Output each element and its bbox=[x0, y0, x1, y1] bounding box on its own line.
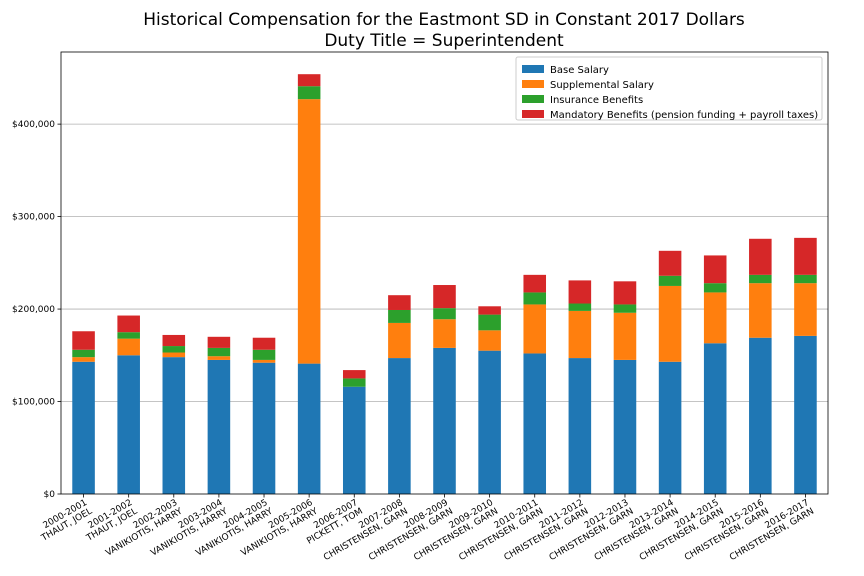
bar-segment bbox=[433, 285, 456, 309]
bar-segment bbox=[478, 330, 501, 351]
bar-segment bbox=[207, 359, 231, 494]
bar-segment bbox=[72, 349, 95, 358]
chart-subtitle: Duty Title = Superintendent bbox=[324, 31, 564, 51]
bar-segment bbox=[72, 357, 95, 362]
legend-label: Mandatory Benefits (pension funding + pa… bbox=[550, 110, 818, 121]
bar-segment bbox=[297, 99, 321, 364]
bar-segment bbox=[297, 86, 321, 100]
legend-swatch bbox=[522, 65, 544, 73]
bar-segment bbox=[794, 283, 817, 336]
legend-label: Base Salary bbox=[550, 65, 609, 76]
bar-segment bbox=[252, 362, 276, 494]
bar-segment bbox=[523, 274, 547, 293]
bar-segment bbox=[613, 304, 637, 313]
bar-segment bbox=[388, 295, 411, 310]
x-tick-label: 2000-2001THAUT, JOEL bbox=[34, 498, 94, 544]
bar-segment bbox=[703, 343, 727, 494]
y-axis-ticks: $0 $100,000 $200,000 $300,000 $400,000 bbox=[12, 120, 61, 500]
bar-segment bbox=[568, 280, 592, 304]
legend-swatch bbox=[522, 80, 544, 88]
bar-segment bbox=[433, 308, 456, 320]
bar-segment bbox=[117, 338, 140, 356]
bar-segment bbox=[568, 358, 592, 494]
bar-segment bbox=[433, 319, 456, 348]
x-tick-text: 2000-2001THAUT, JOEL bbox=[34, 498, 94, 544]
bar-segment bbox=[207, 356, 231, 360]
bar-segment bbox=[749, 274, 772, 284]
bar-segment bbox=[478, 350, 501, 494]
bar-segment bbox=[252, 337, 276, 350]
bar-segment bbox=[117, 332, 140, 339]
bar-segment bbox=[162, 334, 186, 347]
y-tick-label: $0 bbox=[44, 490, 56, 500]
bar-segment bbox=[658, 361, 682, 494]
bar-segment bbox=[207, 336, 231, 348]
legend-label: Insurance Benefits bbox=[550, 95, 643, 106]
bar-segment bbox=[523, 304, 547, 354]
bar-segment bbox=[207, 347, 231, 357]
bar-segment bbox=[658, 275, 682, 286]
bar-segment bbox=[162, 357, 186, 494]
bar-segment bbox=[252, 359, 276, 363]
bar-segment bbox=[162, 346, 186, 353]
bar-segment bbox=[342, 378, 366, 387]
legend-swatch bbox=[522, 95, 544, 103]
bar-segment bbox=[342, 386, 366, 494]
bar-segment bbox=[478, 306, 501, 315]
y-tick-label: $300,000 bbox=[12, 213, 55, 223]
bar-segment bbox=[72, 361, 95, 494]
bar-segment bbox=[252, 349, 276, 360]
bar-segment bbox=[658, 285, 682, 362]
bar-segment bbox=[523, 292, 547, 305]
bar-segment bbox=[568, 303, 592, 311]
y-tick-label: $200,000 bbox=[12, 305, 55, 315]
legend: Base Salary Supplemental Salary Insurance … bbox=[515, 56, 823, 121]
bar-segment bbox=[342, 370, 366, 379]
bar-segment bbox=[794, 274, 817, 284]
bar-segment bbox=[72, 331, 95, 350]
bar-segment bbox=[703, 283, 727, 293]
chart-title: Historical Compensation for the Eastmont… bbox=[143, 10, 745, 30]
bar-segment bbox=[388, 358, 411, 494]
bar-segment bbox=[162, 352, 186, 358]
bar-segment bbox=[703, 255, 727, 284]
bar-segment bbox=[568, 310, 592, 359]
bar-segment bbox=[613, 281, 637, 305]
bars bbox=[72, 74, 817, 494]
bar-segment bbox=[749, 238, 772, 275]
bar-segment bbox=[794, 335, 817, 494]
bar-segment bbox=[658, 250, 682, 276]
bar-segment bbox=[388, 309, 411, 323]
y-tick-label: $400,000 bbox=[12, 120, 55, 130]
bar-segment bbox=[297, 74, 321, 87]
bar-segment bbox=[297, 363, 321, 494]
bar-segment bbox=[749, 337, 772, 494]
bar-segment bbox=[117, 355, 140, 494]
bar-segment bbox=[478, 314, 501, 331]
legend-box bbox=[515, 56, 823, 121]
bar-segment bbox=[523, 353, 547, 494]
bar-segment bbox=[703, 292, 727, 344]
bar-segment bbox=[749, 283, 772, 338]
bar-segment bbox=[794, 237, 817, 275]
bar-segment bbox=[388, 322, 411, 359]
legend-label: Supplemental Salary bbox=[550, 80, 654, 91]
bar-segment bbox=[433, 347, 456, 494]
bar-segment bbox=[117, 315, 140, 333]
bar-segment bbox=[613, 312, 637, 360]
bar-segment bbox=[613, 359, 637, 494]
legend-swatch bbox=[522, 110, 544, 118]
y-tick-label: $100,000 bbox=[12, 398, 55, 408]
